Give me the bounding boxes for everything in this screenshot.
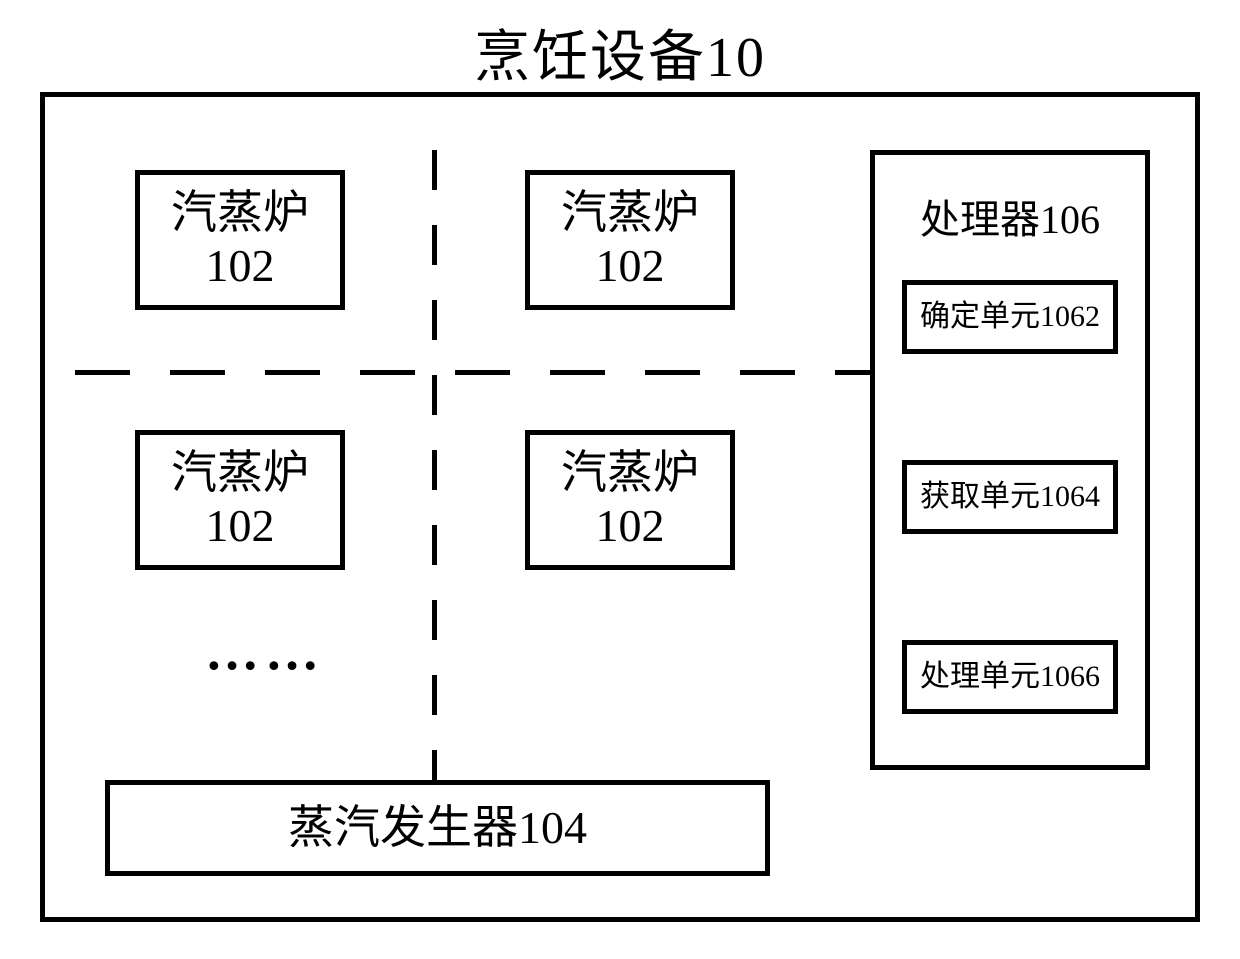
dashed-line-vertical (432, 150, 437, 780)
oven-label-line2: 102 (596, 240, 665, 293)
oven-label-line2: 102 (206, 500, 275, 553)
steam-generator-box: 蒸汽发生器104 (105, 780, 770, 876)
oven-label-line1: 汽蒸炉 (171, 447, 309, 500)
determination-unit-box: 确定单元1062 (902, 280, 1118, 354)
acquisition-unit-box: 获取单元1064 (902, 460, 1118, 534)
diagram-title: 烹饪设备10 (0, 12, 1240, 93)
diagram-canvas: 烹饪设备10 汽蒸炉 102 汽蒸炉 102 汽蒸炉 102 汽蒸炉 102 …… (0, 0, 1240, 959)
device-outer-box: 汽蒸炉 102 汽蒸炉 102 汽蒸炉 102 汽蒸炉 102 …… 蒸汽发生器… (40, 92, 1200, 922)
oven-label-line1: 汽蒸炉 (561, 187, 699, 240)
steam-generator-label: 蒸汽发生器104 (288, 802, 587, 855)
oven-label-line2: 102 (596, 500, 665, 553)
steam-oven-2: 汽蒸炉 102 (525, 170, 735, 310)
steam-oven-1: 汽蒸炉 102 (135, 170, 345, 310)
oven-label-line1: 汽蒸炉 (561, 447, 699, 500)
unit-label: 处理单元1066 (920, 660, 1100, 695)
unit-label: 获取单元1064 (920, 480, 1100, 515)
processor-panel: 处理器106 确定单元1062 获取单元1064 处理单元1066 (870, 150, 1150, 770)
unit-label: 确定单元1062 (920, 300, 1100, 335)
oven-label-line1: 汽蒸炉 (171, 187, 309, 240)
processor-title: 处理器106 (875, 187, 1145, 245)
processing-unit-box: 处理单元1066 (902, 640, 1118, 714)
oven-label-line2: 102 (206, 240, 275, 293)
ellipsis-dots: …… (205, 620, 325, 682)
dashed-line-horizontal (75, 370, 870, 375)
steam-oven-4: 汽蒸炉 102 (525, 430, 735, 570)
steam-oven-3: 汽蒸炉 102 (135, 430, 345, 570)
